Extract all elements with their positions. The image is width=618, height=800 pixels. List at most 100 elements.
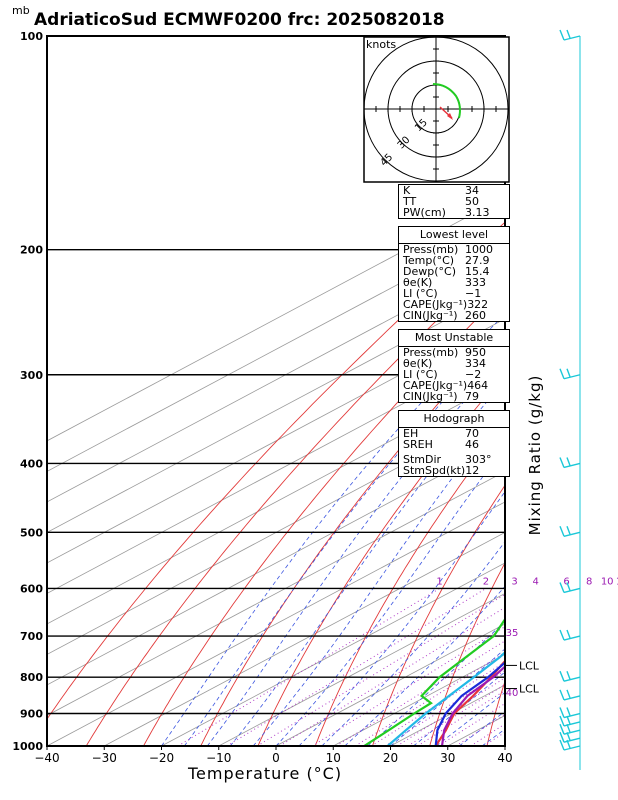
isotherm-line: [47, 257, 505, 503]
y-tick-label: 100: [20, 30, 43, 43]
y-tick-label: 900: [20, 708, 43, 721]
wind-barb: [566, 457, 571, 466]
lowest-level-row: Dewp(°C) 15.4: [403, 265, 490, 278]
mixing-ratio-line: [355, 651, 505, 746]
hodograph-unit-label: knots: [366, 38, 397, 51]
mixing-ratio-label: 3: [511, 576, 517, 587]
wind-barb: [559, 670, 565, 682]
isotherm-line: [47, 440, 505, 686]
isotherm-line: [104, 531, 505, 746]
lowest-level-row: Temp(°C) 27.9: [403, 254, 490, 267]
y-tick-label: 300: [20, 369, 43, 382]
plot-area: [47, 36, 618, 746]
wind-barb: [566, 689, 571, 699]
most-unstable-row: Press(mb) 950: [403, 346, 486, 359]
isotherm-line: [47, 318, 505, 564]
index-row: PW(cm) 3.13: [403, 206, 490, 219]
most-unstable-row: LI (°C) −2: [403, 368, 482, 381]
wind-barb: [559, 29, 565, 41]
mixing-ratio-line: [226, 588, 487, 746]
moist-adiabat: [344, 585, 505, 746]
lowest-level-row: θe(K) 333: [403, 276, 486, 289]
y-tick-label: 1000: [12, 740, 43, 753]
mixing-ratio-line: [438, 702, 505, 746]
hodograph-stats-panel: Hodograph EH 70 SREH 46 StmDir 303° StmSpd(…: [398, 410, 510, 477]
mixing-ratio-label: 1: [436, 576, 442, 587]
dry-adiabat: [257, 373, 505, 746]
wind-barb: [563, 462, 581, 469]
wind-barb: [563, 635, 581, 641]
dry-adiabat: [486, 679, 505, 746]
lowest-level-row: LI (°C) −1: [403, 287, 482, 300]
lowest-level-row: CIN(Jkg⁻¹) 260: [403, 309, 486, 322]
wind-barb: [563, 737, 581, 743]
wind-barb: [559, 715, 565, 727]
wind-barb: [563, 531, 581, 537]
moist-adiabat: [206, 354, 505, 746]
x-tick-label: −20: [149, 751, 174, 765]
wind-barb: [566, 670, 571, 680]
mixing-ratio-label: 8: [586, 576, 592, 587]
wind-barb: [559, 368, 565, 380]
wind-barb: [566, 629, 571, 639]
hodograph-row: EH 70: [403, 427, 479, 440]
dry-adiabat: [372, 484, 505, 746]
mixing-ratio-line: [177, 588, 440, 746]
wind-barb: [559, 731, 565, 743]
hodograph-row: StmDir 303°: [403, 453, 492, 466]
wind-barb: [559, 689, 565, 701]
wind-barb: [563, 729, 581, 735]
moist-adiabat: [367, 620, 505, 746]
mixing-ratio-line: [384, 669, 505, 746]
dry-adiabat: [602, 36, 618, 746]
dry-adiabat: [544, 36, 618, 746]
dry-adiabat: [200, 329, 505, 746]
wind-barb: [566, 582, 571, 591]
indices-panel: K 34 TT 50 PW(cm) 3.13: [398, 184, 510, 219]
x-tick-label: 20: [383, 751, 398, 765]
wind-barb: [559, 707, 565, 718]
most-unstable-row: CAPE(Jkg⁻¹) 464: [403, 379, 489, 392]
wind-barb: [566, 731, 571, 741]
lowest-level-panel: Lowest level Press(mb) 1000 Temp(°C) 27.9 …: [398, 226, 510, 322]
isotherm-line: [47, 470, 505, 716]
isotherm-line: [47, 226, 505, 472]
wind-barb: [566, 739, 571, 749]
wind-barb: [559, 582, 565, 593]
isotherm-line: [47, 287, 505, 533]
y-tick-label: 800: [20, 671, 43, 684]
lcl-label: LCL: [519, 683, 540, 696]
wind-barb: [563, 695, 581, 701]
x-tick-label: 10: [326, 751, 341, 765]
index-row: TT 50: [403, 195, 479, 208]
x-tick-label: 40: [497, 751, 512, 765]
isotherm-line: [47, 196, 505, 442]
x-tick-label: −10: [206, 751, 231, 765]
isotherm-line: [161, 562, 505, 746]
moist-adiabat: [229, 379, 505, 746]
y-tick-label: 400: [20, 457, 43, 470]
wind-barb: [563, 587, 581, 594]
wind-barb: [566, 29, 571, 39]
wind-barb: [563, 721, 581, 727]
hodograph-trace: [432, 83, 461, 119]
moist-adiabat: [436, 692, 505, 746]
series-line: [434, 661, 505, 746]
wind-barb: [563, 712, 581, 719]
moist-adiabat: [252, 409, 505, 746]
mixing-ratio-label: 12: [616, 576, 618, 587]
y-tick-label: 500: [20, 526, 43, 539]
mixing-ratio-line: [371, 661, 505, 746]
isotherm-line: [562, 36, 618, 746]
wind-barb: [566, 526, 571, 535]
series-line: [363, 617, 505, 746]
lowest-level-row: Press(mb) 1000: [403, 243, 493, 256]
storm-motion-arrow-head: [447, 113, 453, 120]
mixing-ratio-label: 35: [506, 628, 519, 639]
mixing-ratio-axis-label: Mixing Ratio (g/kg): [526, 374, 544, 536]
series-line: [386, 650, 505, 746]
wind-barb: [559, 457, 565, 468]
most-unstable-panel: Most Unstable Press(mb) 950 θe(K) 334 LI (…: [398, 329, 510, 403]
lowest-level-title: Lowest level: [399, 227, 509, 244]
index-row: K 34: [403, 184, 479, 197]
